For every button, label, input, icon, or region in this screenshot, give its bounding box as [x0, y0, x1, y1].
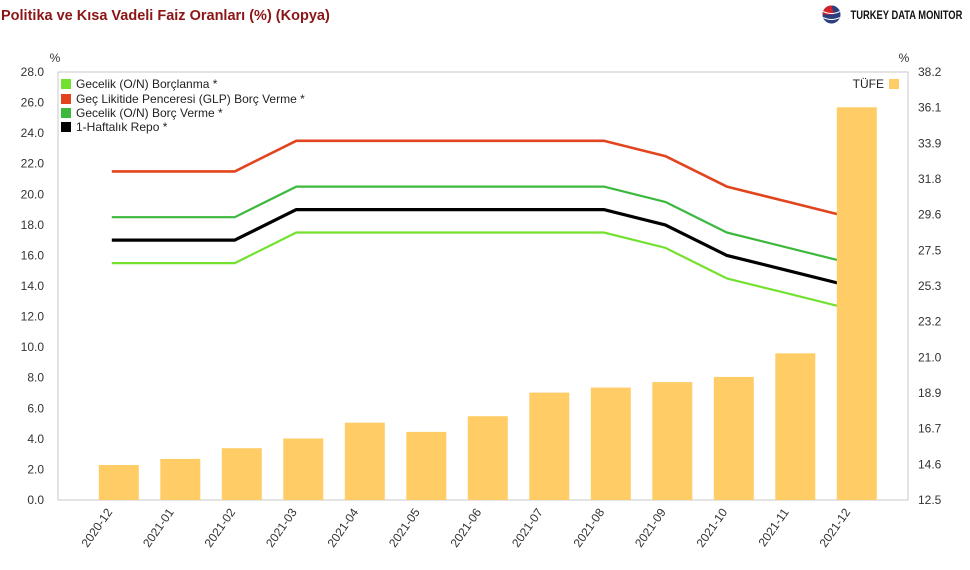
- y-right-axis-unit: %: [899, 51, 910, 65]
- x-tick-label: 2021-11: [756, 505, 792, 549]
- y-left-tick-label: 12.0: [21, 310, 45, 324]
- y-left-tick-label: 16.0: [21, 248, 45, 262]
- y-left-tick-label: 26.0: [21, 96, 45, 110]
- bar-tufe-2021-07: [529, 392, 570, 500]
- y-right-tick-label: 12.5: [918, 493, 942, 507]
- bar-tufe-2021-01: [160, 458, 201, 500]
- x-tick-label: 2021-05: [386, 505, 423, 549]
- legend-swatch: [61, 122, 71, 132]
- globe-icon: [822, 5, 841, 24]
- legend-label: Gecelik (O/N) Borçlanma *: [76, 77, 218, 91]
- bar-tufe-2021-12: [836, 107, 877, 501]
- legend-label: Gecelik (O/N) Borç Verme *: [76, 106, 223, 120]
- y-right-tick-label: 36.1: [918, 101, 942, 115]
- x-tick-label: 2021-02: [202, 505, 239, 549]
- y-right-tick-label: 29.6: [918, 208, 942, 222]
- legend-swatch: [61, 94, 71, 104]
- y-left-tick-label: 28.0: [21, 65, 45, 79]
- x-tick-label: 2021-06: [448, 505, 485, 549]
- x-tick-label: 2021-04: [325, 505, 362, 549]
- y-right-tick-label: 38.2: [918, 65, 942, 79]
- x-tick-label: 2021-01: [140, 505, 177, 549]
- legend-swatch: [61, 79, 71, 89]
- y-left-tick-label: 2.0: [27, 462, 44, 476]
- x-tick-label: 2021-08: [571, 505, 608, 549]
- x-tick-label: 2020-12: [79, 505, 116, 549]
- bar-tufe-2021-08: [590, 387, 631, 500]
- bar-tufe-2021-11: [775, 353, 816, 500]
- legend-item-on-borrowing: Gecelik (O/N) Borçlanma *: [61, 77, 218, 91]
- y-right-tick-label: 27.5: [918, 243, 942, 257]
- x-tick-label: 2021-10: [694, 505, 731, 549]
- y-right-tick-label: 31.8: [918, 172, 942, 186]
- y-right-tick-label: 21.0: [918, 350, 942, 364]
- y-left-tick-label: 24.0: [21, 126, 45, 140]
- legend-swatch: [61, 108, 71, 118]
- bar-tufe-2021-05: [406, 431, 447, 500]
- legend-item-glp-lending: Geç Likitide Penceresi (GLP) Borç Verme …: [61, 92, 305, 106]
- bar-tufe-2021-03: [283, 438, 324, 500]
- globe-latitude-line: [822, 17, 841, 20]
- y-left-axis: 0.0 2.0 4.0 6.0 8.0 10.0 12.0 14.0 16.0 18.0 20.0 2…: [21, 65, 45, 507]
- legend-bars: TÜFE: [853, 77, 899, 91]
- y-left-tick-label: 22.0: [21, 157, 45, 171]
- x-tick-label: 2021-03: [263, 505, 300, 549]
- y-right-tick-label: 18.9: [918, 386, 942, 400]
- legend-item-one-week-repo: 1-Haftalık Repo *: [61, 120, 168, 134]
- legend-label: TÜFE: [853, 77, 884, 91]
- y-right-axis: 12.5 14.6 16.7 18.9 21.0 23.2 25.3 27.5 29.6 31.8…: [918, 65, 942, 507]
- y-left-tick-label: 6.0: [27, 401, 44, 415]
- bar-tufe-2021-04: [344, 422, 385, 500]
- bar-tufe-2021-09: [652, 382, 693, 500]
- brand-name: TURKEY DATA MONITOR: [850, 8, 962, 22]
- x-axis: 2020-12 2021-01 2021-02 2021-03 2021-04 2021-…: [79, 505, 854, 549]
- legend-swatch: [889, 79, 899, 89]
- y-right-tick-label: 16.7: [918, 422, 942, 436]
- x-tick-label: 2021-12: [817, 505, 854, 549]
- bar-tufe-2021-02: [221, 448, 262, 500]
- y-right-tick-label: 14.6: [918, 457, 942, 471]
- legend-lines: Gecelik (O/N) Borçlanma * Geç Likitide P…: [61, 77, 305, 134]
- legend-item-on-lending: Gecelik (O/N) Borç Verme *: [61, 106, 223, 120]
- line-1-haftalik-repo: [111, 208, 851, 288]
- y-left-tick-label: 18.0: [21, 218, 45, 232]
- y-left-tick-label: 4.0: [27, 432, 44, 446]
- legend-label: Geç Likitide Penceresi (GLP) Borç Verme …: [76, 92, 305, 106]
- bar-tufe-2020-12: [98, 465, 139, 500]
- page-title: Politika ve Kısa Vadeli Faiz Oranları (%…: [1, 8, 330, 24]
- y-left-tick-label: 10.0: [21, 340, 45, 354]
- globe-icon-graphic: [822, 5, 841, 24]
- line-series-layer: [111, 139, 851, 310]
- y-left-tick-label: 20.0: [21, 187, 45, 201]
- y-left-axis-unit: %: [50, 51, 61, 65]
- y-left-tick-label: 0.0: [27, 493, 44, 507]
- x-tick-label: 2021-09: [632, 505, 669, 549]
- line-gec-likitide-penceresi-glp-borc-verme: [111, 139, 851, 219]
- y-right-tick-label: 33.9: [918, 136, 942, 150]
- bar-tufe-2021-10: [713, 376, 754, 500]
- y-left-tick-label: 8.0: [27, 371, 44, 385]
- x-tick-label: 2021-07: [509, 505, 546, 549]
- legend-label: 1-Haftalık Repo *: [76, 120, 168, 134]
- legend-item-tufe: TÜFE: [853, 77, 899, 91]
- line-gecelik-o-n-borclanma: [111, 231, 851, 310]
- bar-series-layer: [98, 107, 877, 501]
- y-left-tick-label: 14.0: [21, 279, 45, 293]
- y-right-tick-label: 23.2: [918, 315, 942, 329]
- line-gecelik-o-n-borc-verme: [111, 185, 851, 265]
- y-right-tick-label: 25.3: [918, 279, 942, 293]
- globe-latitude-line: [822, 11, 841, 14]
- bar-tufe-2021-06: [467, 416, 508, 500]
